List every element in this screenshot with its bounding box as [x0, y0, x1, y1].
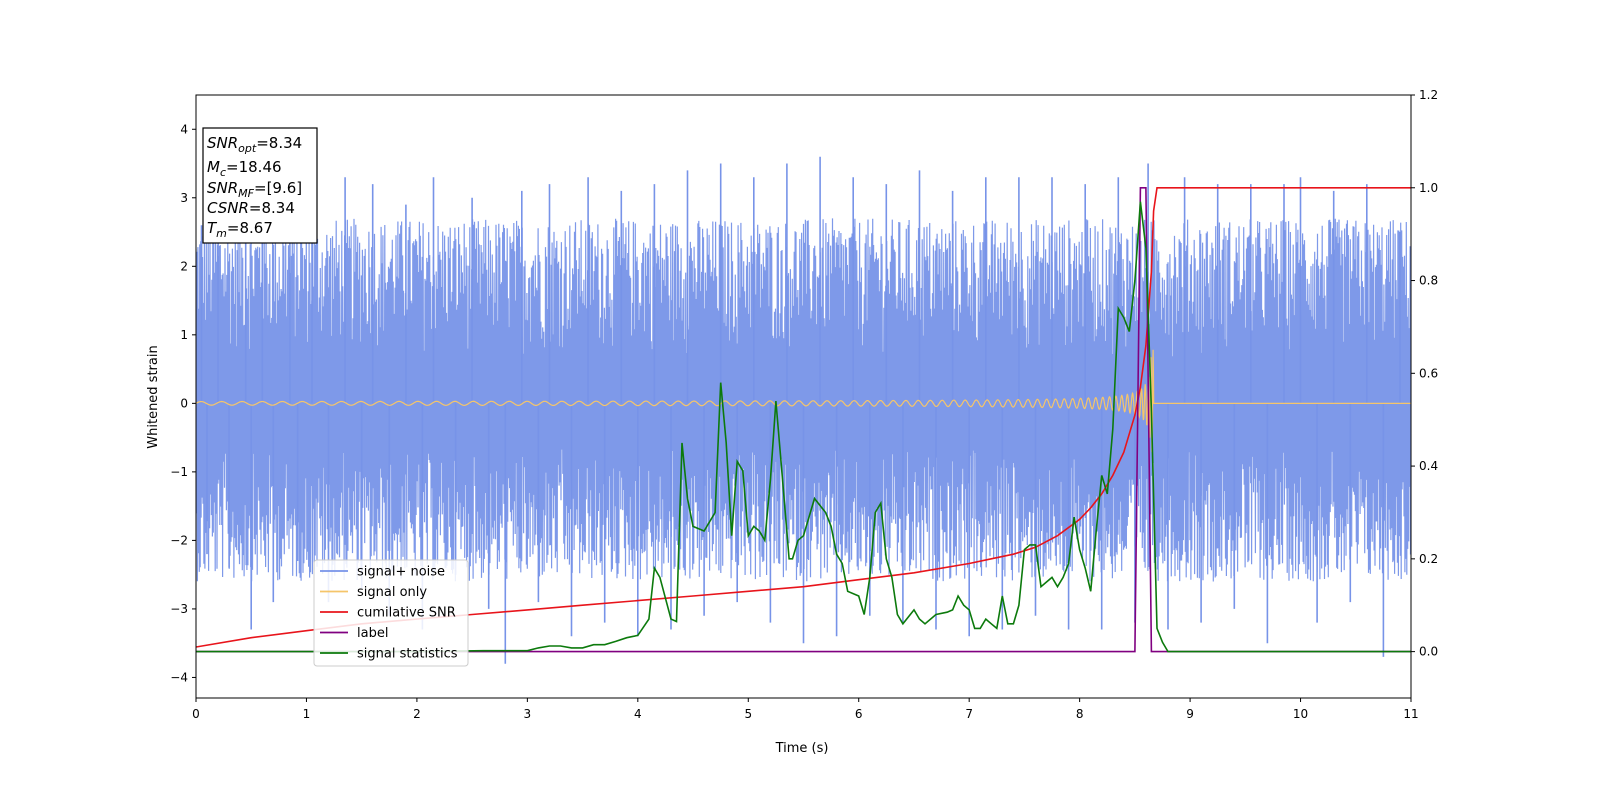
annotation-line: Tm=8.67	[207, 219, 273, 240]
y2-tick-label: 0.2	[1419, 552, 1438, 566]
legend-label: cumilative SNR	[357, 606, 456, 621]
x-tick-label: 11	[1403, 707, 1418, 721]
x-tick-label: 6	[855, 707, 863, 721]
y2-tick-label: 1.0	[1419, 181, 1438, 195]
x-tick-label: 2	[413, 707, 421, 721]
legend-label: signal+ noise	[357, 565, 445, 580]
annotation-line: Mc=18.46	[207, 158, 282, 179]
y-tick-label: −3	[170, 602, 188, 616]
y2-tick-label: 0.6	[1419, 366, 1438, 380]
y-tick-label: 1	[180, 328, 188, 342]
series-line	[196, 201, 1411, 653]
legend: signal+ noise signal only cumilative SNR la…	[313, 559, 469, 667]
legend-frame	[313, 559, 469, 667]
y2-tick-label: 0.8	[1419, 274, 1438, 288]
x-tick-label: 3	[524, 707, 532, 721]
y-tick-label: 4	[180, 122, 188, 136]
series-peaks	[200, 149, 1401, 664]
y-tick-label: 2	[180, 259, 188, 273]
y-tick-label: 0	[180, 396, 188, 410]
x-tick-label: 9	[1186, 707, 1194, 721]
y-tick-label: −4	[170, 670, 188, 684]
series-line	[196, 349, 1411, 455]
annotation-line: SNRMF=[9.6]	[207, 179, 302, 200]
x-tick-label: 10	[1293, 707, 1308, 721]
x-axis-label: Time (s)	[775, 741, 829, 756]
y-tick-label: −1	[170, 465, 188, 479]
x-tick-label: 0	[192, 707, 200, 721]
series-line	[196, 187, 1411, 653]
y2-tick-label: 0.0	[1419, 645, 1438, 659]
x-tick-label: 4	[634, 707, 642, 721]
legend-label: label	[357, 626, 388, 641]
y2-tick-label: 0.4	[1419, 459, 1438, 473]
plot-frame	[195, 94, 1412, 699]
x-tick-label: 1	[303, 707, 311, 721]
plot-area	[196, 149, 1411, 664]
y-tick-label: 3	[180, 191, 188, 205]
legend-label: signal statistics	[357, 647, 458, 662]
annotation-frame	[202, 127, 318, 244]
axes: 0 1 2 3 4 5 6 7 8 9 10 11 −4 −3 −2 −1 0 1 2 3 4 0.0 0.2 0.4 0.6 0…	[170, 88, 1438, 721]
x-tick-label: 5	[744, 707, 752, 721]
x-tick-label: 8	[1076, 707, 1084, 721]
annotation-line: SNRopt=8.34	[207, 134, 302, 155]
y2-tick-label: 1.2	[1419, 88, 1438, 102]
series-line	[196, 187, 1411, 648]
y-tick-label: −2	[170, 533, 188, 547]
series-line	[196, 218, 1411, 582]
series-group	[196, 149, 1411, 664]
annotation-line: CSNR=8.34	[207, 199, 295, 217]
x-tick-label: 7	[965, 707, 973, 721]
legend-label: signal only	[357, 585, 427, 600]
y-axis-label: Whitened strain	[146, 345, 161, 448]
